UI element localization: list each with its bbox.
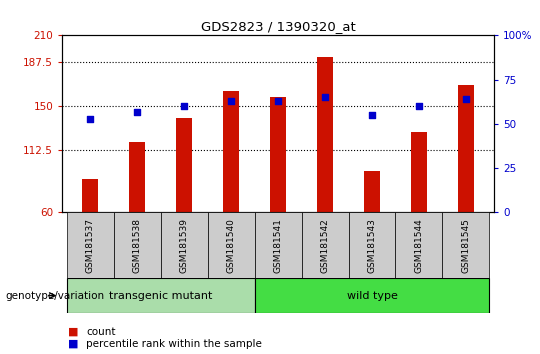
Point [227,98,235,104]
Text: count: count [86,327,116,337]
Bar [114,212,161,278]
Text: genotype/variation: genotype/variation [5,291,105,301]
Text: GSM181544: GSM181544 [415,218,423,273]
Text: GSM181542: GSM181542 [321,218,329,273]
Bar [129,142,145,212]
Bar [348,212,395,278]
Bar [176,118,192,212]
Bar [270,97,286,212]
Text: wild type: wild type [347,291,397,301]
Point [133,109,141,114]
Point [368,112,376,118]
Bar [67,212,114,278]
Bar [255,212,301,278]
Text: GSM181538: GSM181538 [133,218,141,273]
Point [180,103,188,109]
Text: transgenic mutant: transgenic mutant [109,291,212,301]
Bar [301,212,348,278]
Bar [82,179,98,212]
Text: GSM181540: GSM181540 [227,218,235,273]
Bar [364,171,380,212]
Point [415,103,423,109]
Text: GSM181539: GSM181539 [180,218,188,273]
Bar [442,212,489,278]
Text: GSM181543: GSM181543 [368,218,376,273]
Bar [317,57,333,212]
Bar [395,212,442,278]
Bar [208,212,255,278]
Text: percentile rank within the sample: percentile rank within the sample [86,339,262,349]
Text: ■: ■ [68,327,78,337]
Bar [255,278,489,313]
Point [274,98,282,104]
Bar [161,212,208,278]
Point [86,116,94,121]
Bar [67,278,255,313]
Point [321,95,329,100]
Text: GSM181537: GSM181537 [86,218,95,273]
Text: GSM181541: GSM181541 [274,218,282,273]
Bar [223,91,239,212]
Title: GDS2823 / 1390320_at: GDS2823 / 1390320_at [201,20,355,33]
Text: ■: ■ [68,339,78,349]
Text: GSM181545: GSM181545 [461,218,470,273]
Bar [411,132,427,212]
Bar [458,85,474,212]
Point [462,96,470,102]
